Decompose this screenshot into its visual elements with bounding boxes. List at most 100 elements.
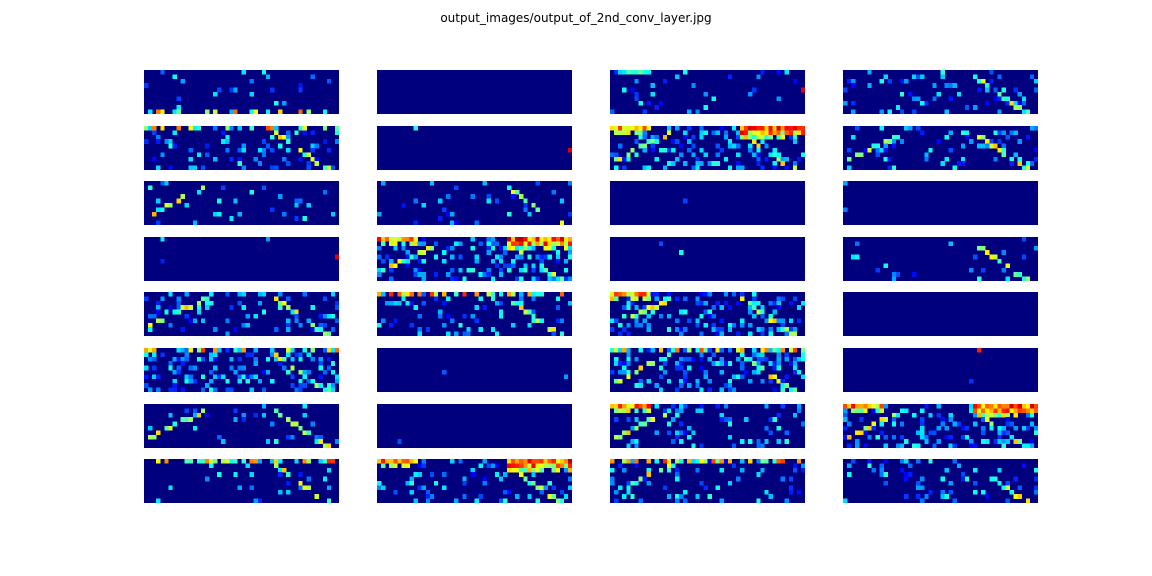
heatmap-cell [891, 412, 897, 418]
heatmap-cell [318, 356, 324, 362]
heatmap-cell [626, 443, 631, 448]
heatmap-cell [286, 318, 291, 324]
heatmap-cell [776, 156, 781, 162]
heatmap-cell [180, 327, 185, 332]
heatmap-cell [654, 383, 660, 388]
heatmap-cell [940, 161, 945, 166]
heatmap-cell [985, 143, 990, 149]
heatmap-cell [318, 459, 324, 464]
feature-map-r2-c2 [377, 126, 572, 170]
heatmap-cell [498, 300, 504, 306]
heatmap-cell [867, 70, 872, 75]
heatmap-cell [393, 241, 398, 247]
heatmap-cell [470, 245, 475, 251]
heatmap-cell [756, 143, 761, 149]
heatmap-cell [916, 494, 921, 499]
heatmap-cell [792, 165, 798, 170]
heatmap-cell [618, 361, 623, 366]
heatmap-cell [703, 92, 708, 97]
heatmap-cell [176, 365, 181, 371]
heatmap-cell [421, 300, 427, 306]
heatmap-cell [614, 404, 619, 409]
heatmap-cell [1005, 96, 1010, 102]
heatmap-cell [322, 370, 328, 375]
heatmap-cell [642, 130, 647, 136]
heatmap-cell [209, 387, 214, 392]
heatmap-cell [646, 165, 651, 170]
heatmap-cell [683, 370, 688, 375]
heatmap-cell [646, 404, 651, 409]
heatmap-cell [618, 322, 623, 328]
heatmap-cell [156, 300, 161, 306]
heatmap-cell [658, 374, 664, 380]
heatmap-cell [274, 439, 279, 444]
heatmap-cell [446, 296, 451, 302]
heatmap-cell [188, 156, 194, 162]
heatmap-cell [278, 194, 283, 199]
heatmap-cell [409, 237, 414, 242]
heatmap-cell [666, 467, 672, 473]
heatmap-cell [229, 387, 234, 392]
heatmap-cell [695, 156, 700, 162]
heatmap-cell [567, 250, 572, 255]
heatmap-cell [727, 459, 733, 464]
heatmap-cell [527, 237, 532, 242]
heatmap-cell [563, 467, 569, 473]
heatmap-cell [630, 439, 635, 444]
heatmap-cell [855, 443, 860, 448]
feature-map-r8-c3 [610, 459, 805, 503]
heatmap-cell [237, 485, 242, 491]
heatmap-cell [699, 443, 704, 448]
heatmap-cell [707, 292, 712, 297]
heatmap-cell [286, 417, 291, 422]
heatmap-cell [318, 314, 324, 319]
heatmap-cell [286, 434, 291, 440]
heatmap-cell [675, 434, 680, 440]
heatmap-cell [543, 254, 548, 260]
heatmap-cell [614, 126, 619, 131]
heatmap-cell [768, 361, 773, 366]
heatmap-cell [233, 87, 238, 93]
heatmap-cell [326, 348, 332, 353]
heatmap-cell [780, 459, 785, 464]
heatmap-cell [879, 421, 884, 427]
heatmap-cell [322, 331, 328, 336]
heatmap-cell [322, 476, 328, 482]
heatmap-cell [626, 459, 631, 464]
heatmap-cell [498, 272, 504, 277]
heatmap-cell [740, 165, 745, 170]
heatmap-cell [675, 365, 680, 371]
heatmap-cell [638, 383, 643, 388]
heatmap-cell [282, 300, 287, 306]
heatmap-cell [249, 109, 254, 114]
heatmap-cell [559, 241, 565, 247]
heatmap-cell [638, 100, 643, 106]
heatmap-cell [899, 78, 905, 84]
heatmap-cell [638, 404, 643, 409]
heatmap-cell [249, 472, 254, 477]
heatmap-cell [527, 211, 532, 217]
heatmap-cell [792, 161, 798, 166]
heatmap-cell [626, 152, 631, 158]
heatmap-cell [748, 148, 753, 153]
heatmap-cell [699, 148, 704, 153]
heatmap-cell [551, 467, 557, 473]
heatmap-cell [148, 185, 153, 191]
heatmap-cell [895, 443, 901, 448]
heatmap-cell [425, 327, 431, 332]
heatmap-cell [405, 254, 410, 260]
heatmap-cell [511, 263, 516, 269]
feature-map-r2-c1 [144, 126, 339, 170]
heatmap-cell [936, 439, 941, 444]
heatmap-cell [899, 443, 905, 448]
heatmap-cell [229, 356, 234, 362]
heatmap-cell [318, 383, 324, 388]
heatmap-cell [450, 245, 455, 251]
heatmap-cell [377, 272, 382, 277]
heatmap-cell [622, 130, 627, 136]
heatmap-cell [237, 292, 242, 297]
heatmap-cell [1017, 100, 1023, 106]
heatmap-cell [944, 83, 949, 88]
heatmap-cell [622, 305, 627, 310]
heatmap-cell [788, 476, 794, 482]
